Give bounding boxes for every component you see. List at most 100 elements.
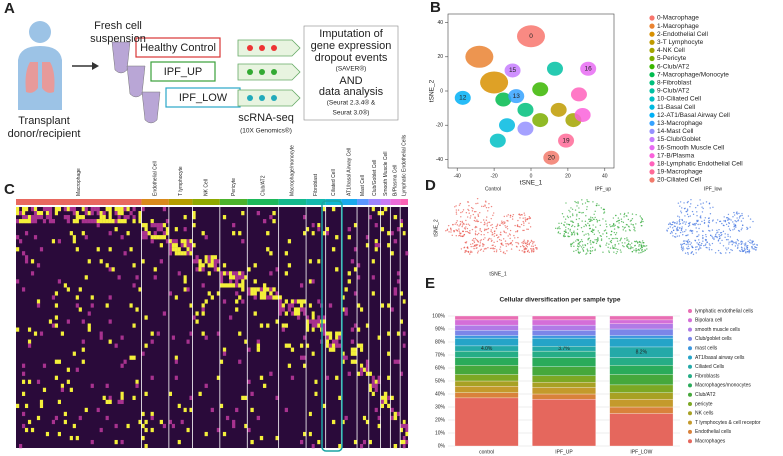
heatmap-cell (238, 295, 242, 300)
heatmap-cell (216, 375, 221, 380)
heatmap-cell (256, 211, 261, 216)
heatmap-cell (266, 323, 270, 328)
cell-dot (570, 234, 573, 236)
bar-segment (532, 366, 596, 376)
heatmap-cell (222, 283, 227, 288)
heatmap-cell (219, 359, 224, 364)
heatmap-cell (266, 295, 270, 300)
heatmap-cell (84, 275, 88, 280)
cell-dot (480, 230, 483, 233)
cell-dot (491, 223, 493, 226)
heatmap-cell (81, 319, 85, 324)
cell-dot (468, 212, 470, 214)
heatmap-cell (344, 355, 348, 360)
heatmap-cell (396, 411, 401, 417)
cell-dot (580, 246, 583, 248)
cell-dot (696, 215, 698, 217)
bar-segment (532, 324, 596, 331)
analysis-box (303, 25, 399, 121)
cell-dot (505, 232, 507, 234)
heatmap-cell (247, 287, 251, 292)
heatmap-cell (400, 223, 403, 228)
cluster-column-label: Ciliated Cell (331, 169, 337, 196)
cluster-label: 16 (585, 65, 593, 72)
cell-dot (470, 245, 472, 248)
cell-dot (733, 225, 736, 227)
heatmap-cell (359, 371, 364, 376)
cell-dot (575, 201, 577, 204)
heatmap-cell (247, 427, 251, 433)
heatmap-cell (24, 219, 29, 224)
heatmap-cell (135, 383, 139, 388)
cell-dot (705, 201, 708, 203)
cell-dot (576, 233, 579, 235)
heatmap-cell (132, 355, 136, 360)
cell-dot (581, 220, 583, 222)
cell-dot (741, 227, 743, 229)
cell-dot (680, 229, 683, 232)
workflow-text: Transplant (18, 115, 70, 127)
cell-dot (476, 219, 478, 221)
cell-dot (609, 247, 612, 249)
cell-dot (574, 200, 576, 203)
heatmap-cell (168, 247, 173, 252)
legend-swatch (649, 145, 655, 151)
y-tick-label: 10% (435, 430, 446, 436)
cell-dot (577, 222, 579, 225)
cell-dot (469, 243, 472, 245)
cell-dot (587, 238, 590, 240)
heatmap-cell (72, 239, 76, 244)
heatmap-cell (141, 235, 145, 240)
heatmap-cell (377, 335, 381, 340)
cell-dot (615, 214, 617, 217)
cell-dot (522, 240, 525, 243)
cell-dot (727, 217, 730, 220)
heatmap-cell (186, 339, 190, 344)
legend-label: 18-Lymphatic Endothelial Cell (657, 161, 743, 168)
heatmap-cell (262, 383, 267, 388)
heatmap-cell (238, 359, 242, 364)
heatmap-cell (299, 343, 304, 348)
cell-dot (458, 204, 461, 206)
heatmap-cell (180, 251, 184, 256)
heatmap-cell (69, 231, 73, 236)
heatmap-cell (390, 407, 394, 413)
heatmap-cell (189, 331, 193, 336)
heatmap-cell (275, 319, 279, 324)
heatmap-cell (284, 271, 288, 276)
cell-dot (737, 244, 739, 246)
cell-dot (577, 246, 580, 248)
heatmap-cell (377, 211, 381, 216)
cell-dot (673, 225, 676, 227)
heatmap-cell (201, 307, 205, 312)
heatmap-cell (241, 299, 245, 304)
cell-dot (698, 241, 701, 244)
cell-dot (616, 220, 618, 223)
heatmap-cell (66, 207, 70, 212)
heatmap-cell (132, 283, 136, 288)
heatmap-cell (123, 251, 127, 256)
heatmap-cell (30, 259, 35, 264)
cell-dot (735, 220, 737, 223)
heatmap-cell (325, 231, 330, 236)
heatmap-cell (244, 423, 248, 429)
cell-dot (480, 221, 482, 224)
cell-dot (641, 218, 644, 221)
heatmap-cell (207, 259, 211, 264)
cell-dot (500, 231, 502, 234)
cell-dot (610, 239, 613, 242)
person-head (29, 21, 51, 43)
heatmap-cell (129, 355, 133, 360)
heatmap-cell (117, 275, 121, 280)
cell-dot (479, 211, 481, 214)
heatmap-cell (371, 259, 375, 264)
cell-dot (701, 242, 703, 245)
cell-dot (461, 220, 463, 223)
bar-segment (609, 384, 674, 393)
heatmap-cell (269, 291, 273, 296)
heatmap-cell (357, 327, 361, 332)
cell-dot (506, 250, 508, 252)
cell-dot (752, 220, 754, 223)
cell-dot (517, 219, 519, 222)
